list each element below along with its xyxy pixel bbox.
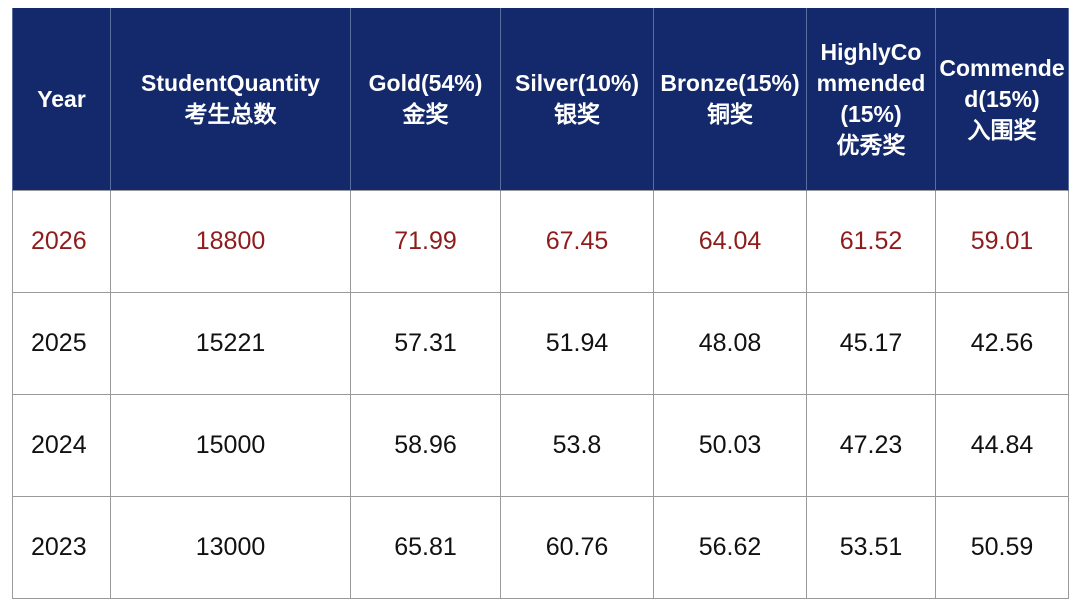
data-row: 2023 13000 65.81 60.76 56.62 53.51 50.59: [12, 496, 1069, 599]
data-cell: 65.81: [350, 496, 501, 599]
data-cell: 53.8: [500, 394, 654, 497]
header-text: Bronze(15%): [660, 70, 800, 96]
table-body: 2026 18800 71.99 67.45 64.04 61.52 59.01 2025 15…: [12, 190, 1069, 599]
data-cell: 60.76: [500, 496, 654, 599]
data-cell: 47.23: [806, 394, 936, 497]
header-text: d(15%): [964, 85, 1040, 112]
header-cell: Commende d(15%) 入围奖: [935, 8, 1069, 191]
data-row: 2025 15221 57.31 51.94 48.08 45.17 42.56: [12, 292, 1069, 395]
data-cell: 50.59: [935, 496, 1069, 599]
data-cell: 53.51: [806, 496, 936, 599]
data-cell: 61.52: [806, 190, 936, 293]
table-wrap: Year StudentQuantity 考生总数 Gold(54%) 金奖 Silver…: [12, 8, 1069, 599]
header-cell: Year: [12, 8, 111, 191]
data-cell: 2025: [12, 292, 111, 395]
data-cell: 51.94: [500, 292, 654, 395]
header-text: 金奖: [402, 101, 449, 127]
header-text: mmended: [816, 70, 926, 96]
data-cell: 59.01: [935, 190, 1069, 293]
data-cell: 45.17: [806, 292, 936, 395]
data-row: 2024 15000 58.96 53.8 50.03 47.23 44.84: [12, 394, 1069, 497]
data-cell: 2023: [12, 496, 111, 599]
header-text: 考生总数: [184, 101, 277, 127]
header-text: Commende: [939, 54, 1065, 81]
header-text: Year: [37, 85, 86, 112]
data-cell: 57.31: [350, 292, 501, 395]
header-text: HighlyCo: [820, 39, 922, 65]
data-cell: 50.03: [653, 394, 807, 497]
header-text: Gold(54%): [368, 70, 483, 96]
header-text: 银奖: [554, 101, 600, 127]
header-cell: Silver(10%) 银奖: [500, 8, 654, 191]
data-cell: 13000: [110, 496, 351, 599]
data-cell: 2024: [12, 394, 111, 497]
header-row: Year StudentQuantity 考生总数 Gold(54%) 金奖 Silver…: [12, 8, 1069, 191]
data-cell: 71.99: [350, 190, 501, 293]
header-text: StudentQuantity: [141, 70, 320, 96]
data-cell: 56.62: [653, 496, 807, 599]
data-cell: 58.96: [350, 394, 501, 497]
header-text: 入围奖: [967, 116, 1037, 143]
data-cell: 18800: [110, 190, 351, 293]
header-text: 优秀奖: [836, 132, 906, 158]
data-cell: 64.04: [653, 190, 807, 293]
data-cell: 2026: [12, 190, 111, 293]
data-cell: 15221: [110, 292, 351, 395]
data-row: 2026 18800 71.99 67.45 64.04 61.52 59.01: [12, 190, 1069, 293]
data-cell: 48.08: [653, 292, 807, 395]
header-cell: StudentQuantity 考生总数: [110, 8, 351, 191]
header-text: (15%): [840, 101, 902, 127]
score-table: Year StudentQuantity 考生总数 Gold(54%) 金奖 Silver…: [12, 8, 1069, 599]
data-cell: 44.84: [935, 394, 1069, 497]
data-cell: 42.56: [935, 292, 1069, 395]
data-cell: 15000: [110, 394, 351, 497]
header-text: 铜奖: [707, 101, 753, 127]
header-cell: HighlyCo mmended (15%) 优秀奖: [806, 8, 936, 191]
data-cell: 67.45: [500, 190, 654, 293]
header-cell: Bronze(15%) 铜奖: [653, 8, 807, 191]
header-cell: Gold(54%) 金奖: [350, 8, 501, 191]
header-text: Silver(10%): [514, 70, 639, 96]
